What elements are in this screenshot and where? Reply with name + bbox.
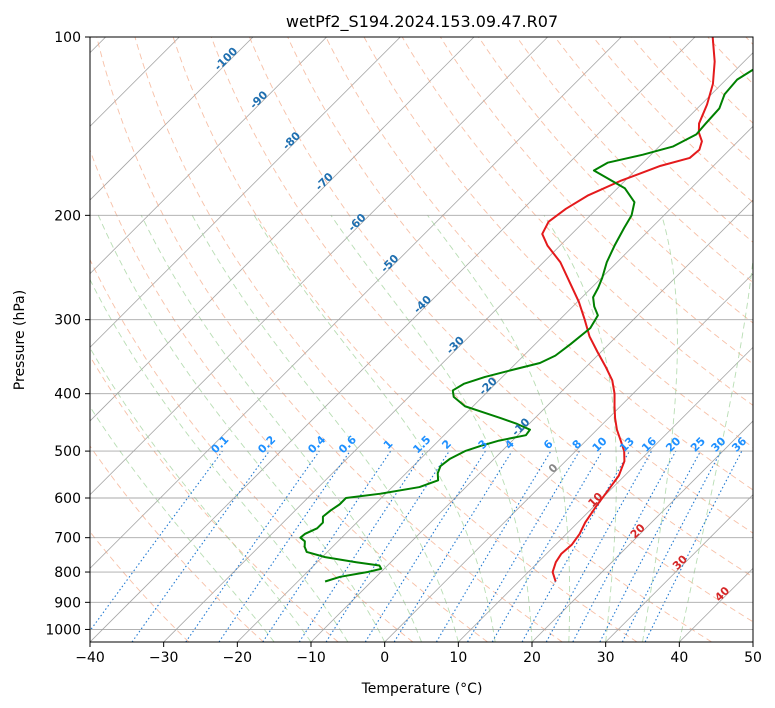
- dry-adiabat-line: [134, 37, 638, 642]
- y-tick-label: 400: [54, 387, 81, 403]
- dry-adiabat-line: [96, 37, 563, 642]
- x-axis-label: Temperature (°C): [361, 681, 483, 697]
- dry-adiabat-line: [287, 37, 753, 534]
- x-axis: −40 −30 −20 −10 0 10 20 30 40 50: [75, 642, 762, 666]
- dry-adiabat-line: [592, 37, 753, 203]
- y-axis-label: Pressure (hPa): [12, 290, 28, 390]
- temperature-line: [541, 37, 716, 582]
- moist-adiabat-line: [191, 215, 459, 642]
- isotherm-line: [90, 37, 254, 201]
- isotherm-line: [752, 641, 753, 642]
- mixing-ratio-line: [467, 450, 580, 642]
- y-tick-label: 700: [54, 531, 81, 547]
- x-tick-label: −30: [149, 650, 179, 666]
- moist-adiabat-line: [427, 215, 571, 642]
- isotherm-line: [458, 346, 753, 642]
- x-tick-label: 30: [597, 650, 615, 666]
- y-tick-label: 1000: [45, 622, 81, 638]
- isotherm-line: [90, 37, 475, 422]
- isotherm-line: [90, 37, 327, 275]
- isotherm-line: [605, 494, 753, 642]
- isotherm-line: [531, 420, 753, 642]
- isotherm-line: [310, 199, 753, 642]
- mixing-ratio-line: [131, 450, 270, 642]
- isotherm-line: [90, 37, 622, 569]
- dry-adiabat-line: [172, 37, 712, 642]
- moist-adiabat-line: [97, 215, 386, 642]
- x-tick-label: 0: [380, 650, 389, 666]
- mixing-ratio-line: [521, 450, 630, 642]
- x-tick-label: −10: [296, 650, 326, 666]
- y-tick-label: 200: [54, 208, 81, 224]
- mixing-ratio-line: [491, 450, 603, 642]
- isotherm-line: [163, 52, 753, 642]
- mixing-ratio-line: [90, 450, 223, 632]
- mixing-ratio-line: [545, 450, 653, 642]
- dry-adiabat-line: [630, 37, 753, 164]
- x-tick-label: −40: [75, 650, 105, 666]
- moist-adiabat-line: [140, 215, 422, 642]
- mixing-ratio-line: [218, 450, 351, 642]
- dry-adiabat-line: [478, 37, 753, 324]
- x-tick-label: 20: [523, 650, 541, 666]
- dry-adiabat-line: [401, 37, 753, 406]
- moist-adiabat-line: [90, 405, 275, 642]
- x-tick-label: 10: [449, 650, 467, 666]
- moist-adiabat-line: [330, 215, 533, 642]
- y-tick-label: 800: [54, 565, 81, 581]
- y-tick-label: 100: [54, 30, 81, 46]
- moist-adiabat-line: [678, 255, 753, 642]
- mixing-ratio-line: [572, 450, 677, 642]
- mixing-ratio-line: [393, 450, 513, 642]
- isotherm-line: [384, 273, 753, 642]
- moist-adiabat-line: [253, 215, 496, 642]
- mixing-ratio-line: [185, 450, 320, 642]
- dry-adiabat-line: [249, 37, 753, 578]
- dry-adiabat-line: [210, 37, 753, 623]
- moist-adiabat-line: [543, 215, 617, 642]
- x-tick-label: −20: [223, 650, 253, 666]
- isotherm-line: [90, 37, 548, 496]
- dry-adiabat-line: [516, 37, 753, 283]
- y-tick-label: 900: [54, 595, 81, 611]
- plot-background: [90, 37, 753, 642]
- x-tick-label: 40: [670, 650, 688, 666]
- chart-title: wetPf2_S194.2024.153.09.47.R07: [286, 12, 558, 32]
- dewpoint-line: [299, 68, 753, 583]
- dry-adiabat-line: [325, 37, 753, 491]
- plot-frame: [89, 36, 754, 643]
- y-tick-label: 300: [54, 313, 81, 329]
- mixing-ratio-line: [364, 450, 486, 642]
- x-tick-label: 50: [744, 650, 762, 666]
- y-tick-label: 500: [54, 444, 81, 460]
- moist-adiabat-line: [90, 347, 312, 642]
- isotherm-line: [237, 125, 753, 642]
- data-series: [299, 37, 753, 583]
- dry-adiabat-line: [363, 37, 753, 448]
- y-tick-label: 600: [54, 491, 81, 507]
- mixing-ratio-line: [435, 450, 552, 642]
- dry-adiabat-line: [90, 445, 264, 642]
- background-lines: [90, 37, 753, 642]
- moist-adiabat-line: [642, 215, 678, 642]
- y-axis: 100 200 300 400 500 600 700 800 900 1000: [45, 30, 90, 638]
- dry-adiabat-line: [90, 258, 414, 642]
